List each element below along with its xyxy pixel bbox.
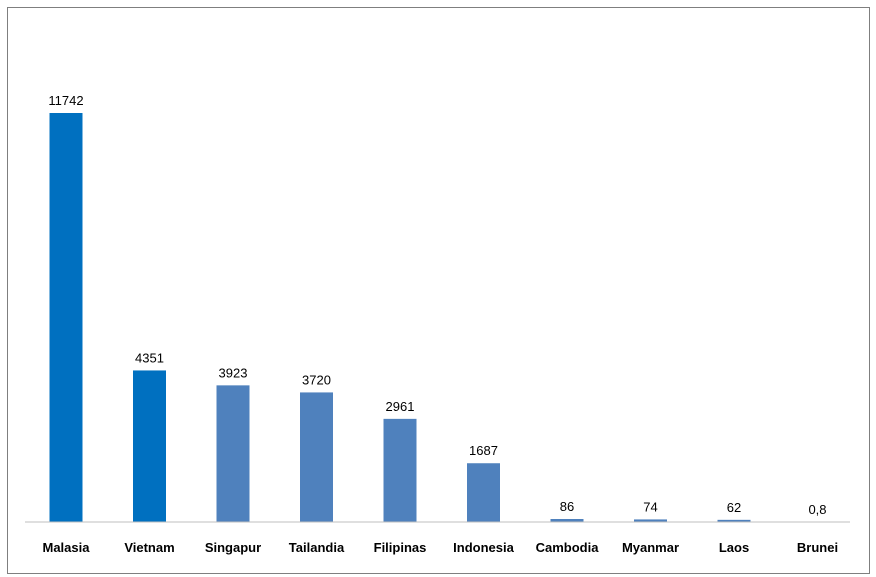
value-label-indonesia: 1687 xyxy=(469,443,498,458)
value-label-filipinas: 2961 xyxy=(386,399,415,414)
value-labels-layer: 11742 4351 3923 3720 2961 1687 86 74 62 0,8 xyxy=(48,93,826,517)
bar-indonesia xyxy=(467,463,500,522)
bar-laos xyxy=(717,519,751,522)
value-label-singapur: 3923 xyxy=(219,365,248,380)
category-label-brunei: Brunei xyxy=(797,540,838,555)
value-label-cambodia: 86 xyxy=(560,499,574,514)
bar-filipinas xyxy=(383,418,417,522)
category-label-singapur: Singapur xyxy=(205,540,261,555)
category-label-cambodia: Cambodia xyxy=(536,540,600,555)
value-label-malasia: 11742 xyxy=(48,93,83,108)
bar-myanmar xyxy=(634,519,667,522)
category-label-indonesia: Indonesia xyxy=(453,540,514,555)
bar-singapur xyxy=(216,385,250,522)
bars-layer xyxy=(49,113,751,522)
value-label-myanmar: 74 xyxy=(643,499,657,514)
category-labels-layer: Malasia Vietnam Singapur Tailandia Filipinas… xyxy=(43,540,839,555)
bar-vietnam xyxy=(133,370,166,522)
category-label-filipinas: Filipinas xyxy=(374,540,427,555)
value-label-laos: 62 xyxy=(727,500,741,515)
bar-tailandia xyxy=(300,392,333,522)
category-label-malasia: Malasia xyxy=(43,540,91,555)
category-label-myanmar: Myanmar xyxy=(622,540,679,555)
value-label-vietnam: 4351 xyxy=(135,350,164,365)
value-label-tailandia: 3720 xyxy=(302,372,331,387)
category-label-tailandia: Tailandia xyxy=(289,540,345,555)
category-label-vietnam: Vietnam xyxy=(124,540,174,555)
category-label-laos: Laos xyxy=(719,540,749,555)
bar-malasia xyxy=(49,113,83,522)
bar-cambodia xyxy=(550,519,584,522)
value-label-brunei: 0,8 xyxy=(808,502,826,517)
